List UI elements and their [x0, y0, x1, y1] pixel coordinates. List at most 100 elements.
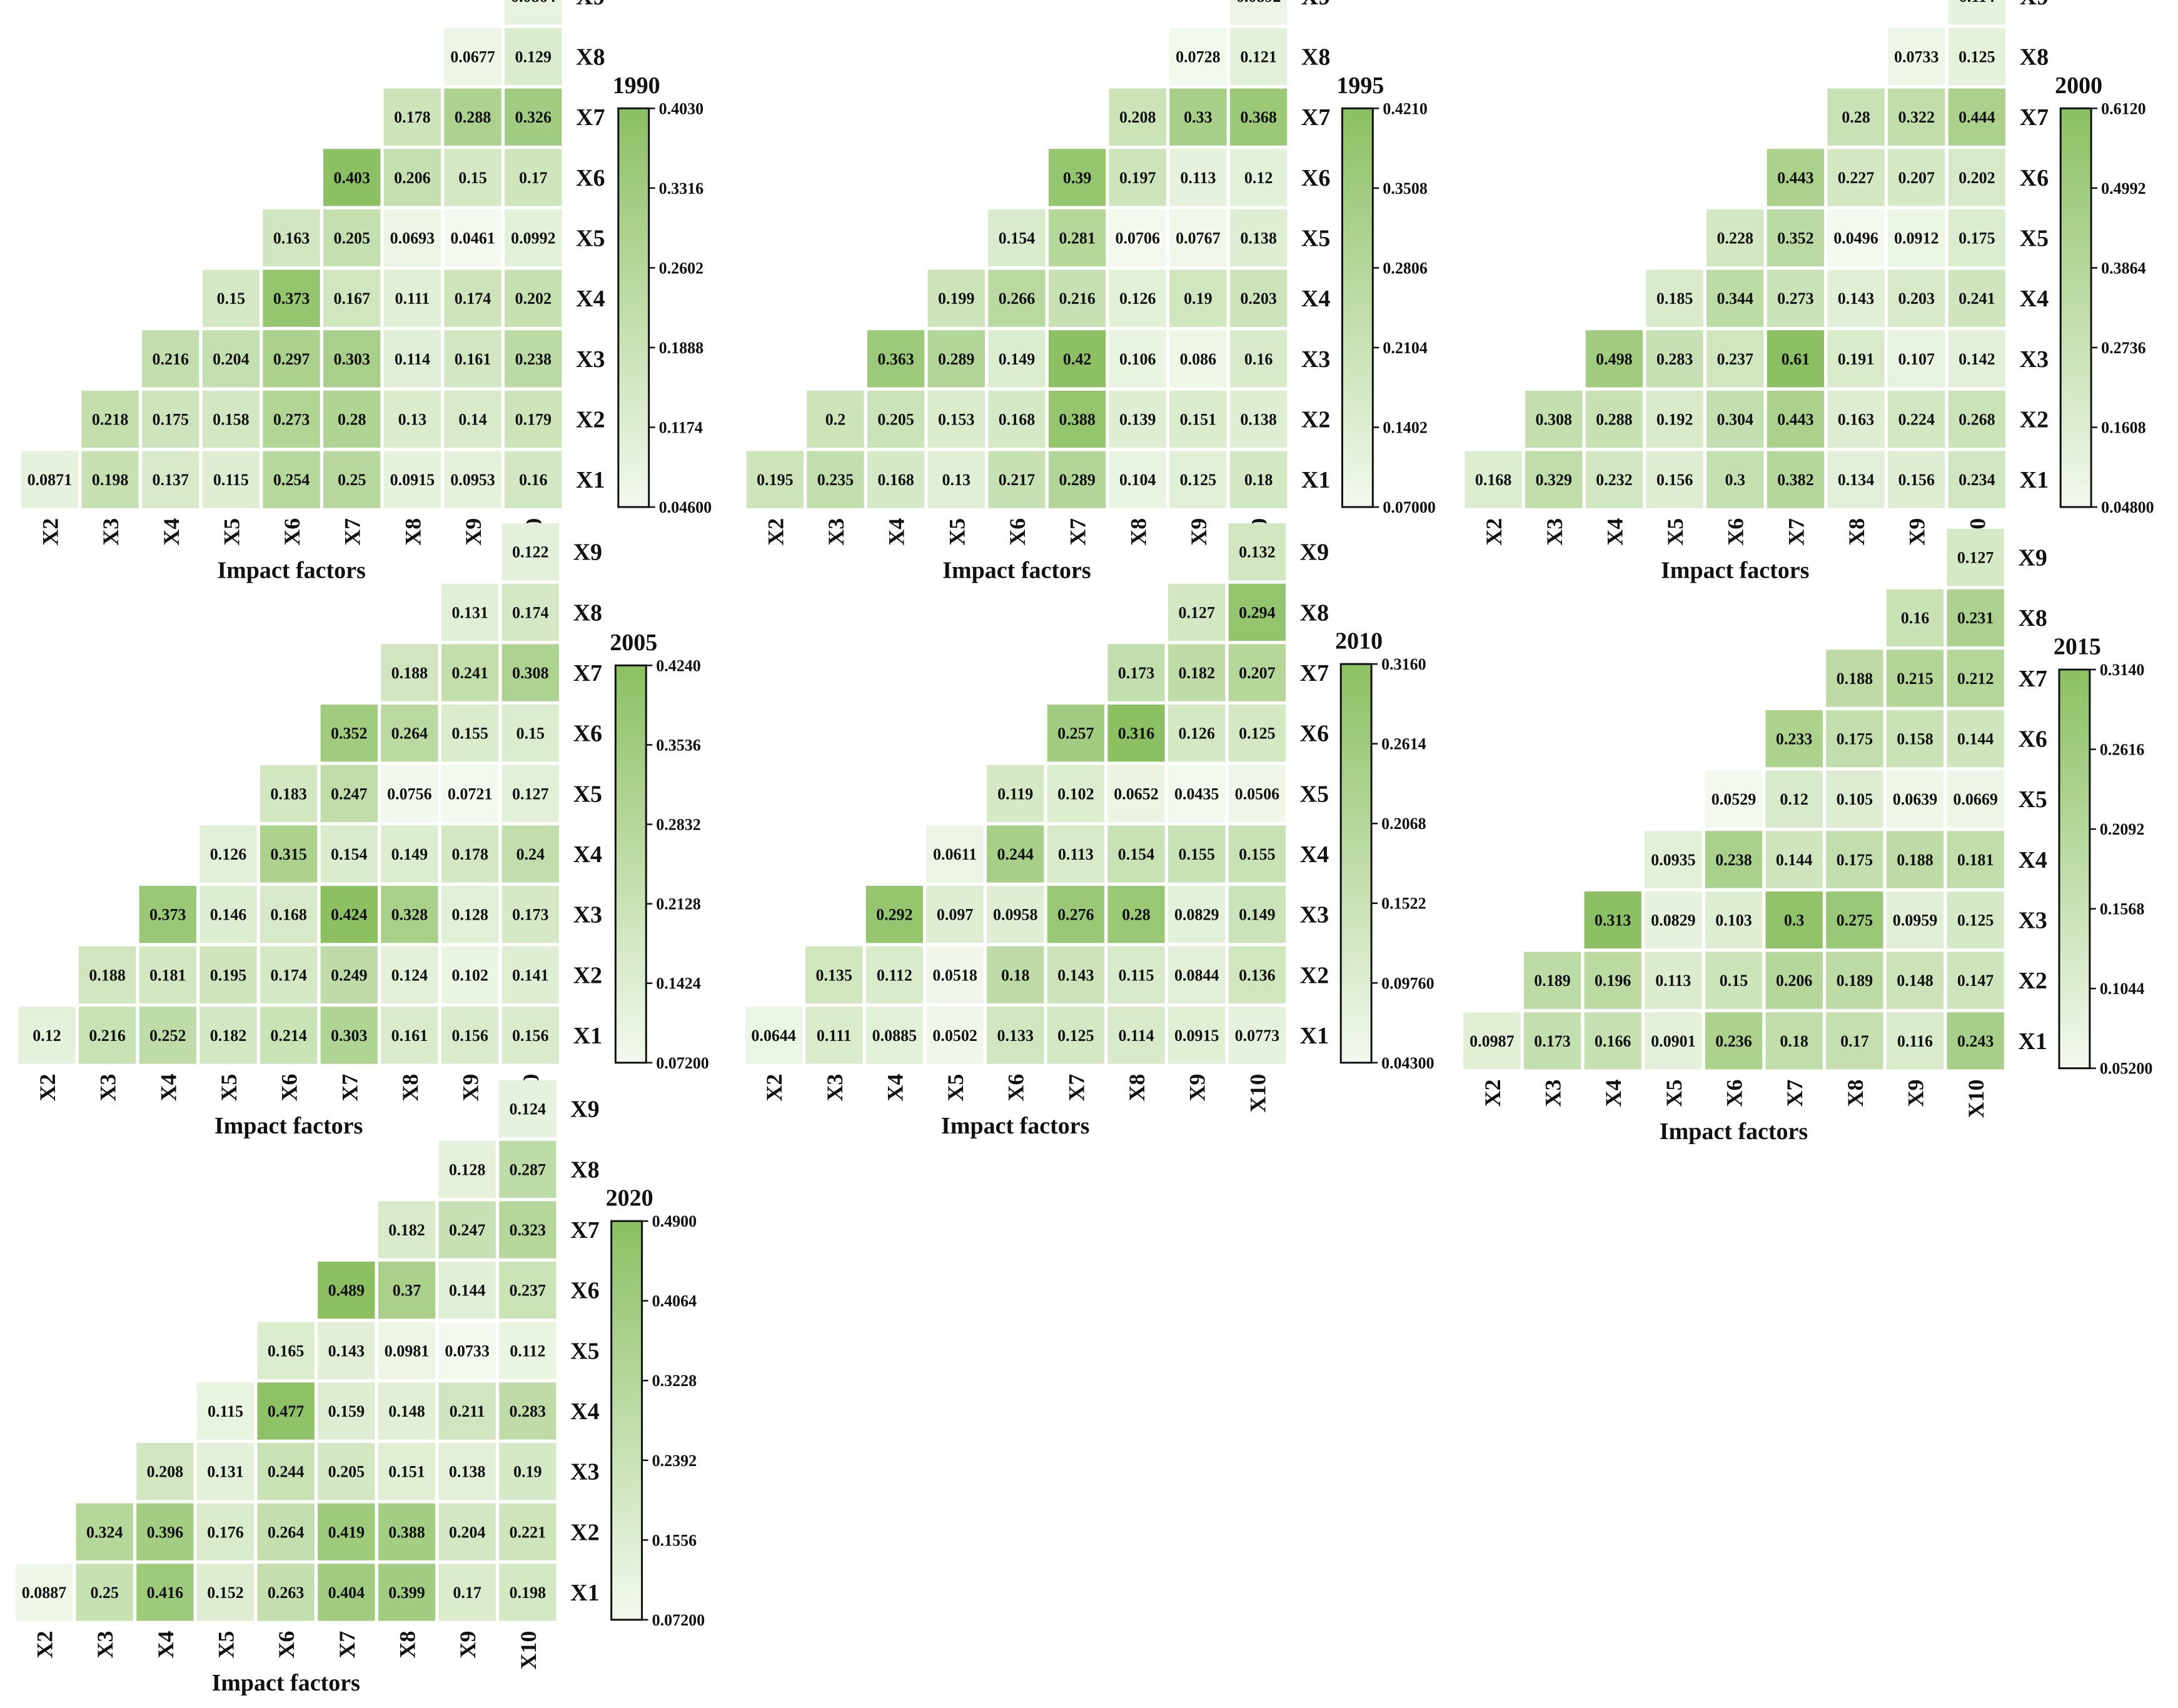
- row-label: X7: [1301, 104, 1330, 131]
- colorbar-tick-label: 0.04800: [2101, 498, 2154, 516]
- heatmap-cell: [1888, 390, 1945, 448]
- cell-value-label: 0.0677: [450, 48, 495, 66]
- column-label: X3: [824, 518, 849, 546]
- heatmap-cell: [805, 1007, 863, 1064]
- heatmap-cell: [499, 1080, 557, 1138]
- cell-value-label: 0.388: [1059, 410, 1096, 428]
- heatmap-cell: [1109, 451, 1166, 508]
- cell-value-label: 0.18: [1780, 1032, 1808, 1050]
- column-label: X6: [1005, 518, 1030, 546]
- heatmap-cell: [199, 1007, 257, 1064]
- row-label: X2: [1300, 962, 1329, 988]
- column-label: X9: [455, 1631, 480, 1659]
- cell-value-label: 0.086: [1180, 350, 1217, 368]
- column-label: X6: [1723, 518, 1748, 546]
- heatmap-cell: [1048, 330, 1106, 388]
- row-label: X7: [1300, 660, 1329, 686]
- heatmap-cell: [502, 946, 559, 1003]
- heatmap-cell: [987, 885, 1044, 943]
- cell-value-label: 0.205: [333, 229, 370, 248]
- heatmap-cell: [196, 1564, 255, 1621]
- heatmap-cell: [987, 765, 1044, 822]
- heatmap-cell: [1168, 825, 1226, 883]
- cell-value-label: 0.303: [333, 350, 370, 368]
- heatmap-cell: [378, 1564, 436, 1621]
- heatmap-cell: [926, 825, 984, 883]
- cell-value-label: 0.264: [268, 1523, 305, 1541]
- cell-value-label: 0.125: [1180, 471, 1217, 489]
- cell-value-label: 0.244: [268, 1463, 305, 1481]
- cell-value-label: 0.191: [1838, 350, 1875, 368]
- cell-value-label: 0.266: [999, 289, 1036, 308]
- heatmap-cell: [1523, 1012, 1581, 1070]
- heatmap-cell: [1948, 149, 2006, 206]
- cell-value-label: 0.116: [1897, 1032, 1933, 1050]
- row-label: X2: [576, 406, 605, 433]
- column-label: X5: [944, 518, 969, 546]
- heatmap-cell: [1888, 28, 1945, 86]
- heatmap-cell: [199, 885, 257, 943]
- cell-value-label: 0.231: [1957, 609, 1994, 627]
- cell-value-label: 0.328: [391, 906, 428, 924]
- heatmap-cell: [441, 885, 499, 943]
- row-label: X4: [576, 286, 605, 312]
- column-label: X2: [33, 1631, 58, 1659]
- heatmap-cell: [1947, 952, 2004, 1009]
- cell-value-label: 0.153: [938, 410, 975, 428]
- row-label: X9: [570, 1097, 599, 1123]
- cell-value-label: 0.33: [1184, 108, 1213, 126]
- heatmap-cell: [1229, 88, 1288, 146]
- heatmap-cell: [1827, 390, 1885, 448]
- heatmap-cell: [444, 88, 502, 146]
- cell-value-label: 0.138: [449, 1463, 486, 1481]
- heatmap-cell: [1229, 451, 1288, 508]
- column-label: X9: [1903, 1079, 1928, 1107]
- colorbar-tick-label: 0.1402: [1383, 418, 1428, 436]
- heatmap-cell: [1705, 1012, 1763, 1070]
- heatmap-cell: [1047, 885, 1105, 943]
- colorbar-tick-label: 0.09760: [1381, 974, 1434, 992]
- cell-value-label: 0.195: [210, 966, 247, 984]
- row-label: X2: [2018, 968, 2047, 994]
- cell-value-label: 0.289: [1059, 471, 1096, 489]
- cell-value-label: 0.241: [1959, 289, 1995, 308]
- heatmap-cell: [1707, 269, 1764, 327]
- heatmap-cell: [926, 885, 984, 943]
- row-label: X1: [573, 1023, 602, 1049]
- row-label: X9: [2020, 0, 2049, 10]
- cell-value-label: 0.128: [451, 906, 488, 924]
- cell-value-label: 0.419: [328, 1523, 365, 1541]
- row-label: X5: [2018, 786, 2047, 813]
- heatmap-cell: [202, 269, 260, 327]
- column-label: X6: [280, 518, 305, 546]
- cell-value-label: 0.237: [1717, 350, 1753, 368]
- column-label: X8: [1843, 1079, 1868, 1107]
- heatmap-cell: [257, 1442, 315, 1500]
- column-label: X7: [1783, 518, 1808, 546]
- cell-value-label: 0.308: [512, 664, 549, 682]
- heatmap-cell: [383, 209, 441, 267]
- row-label: X4: [573, 841, 602, 868]
- cell-value-label: 0.0864: [511, 0, 556, 6]
- heatmap-cell: [1827, 149, 1885, 206]
- row-label: X8: [570, 1157, 599, 1183]
- heatmap-cell: [746, 451, 804, 508]
- cell-value-label: 0.143: [328, 1342, 365, 1360]
- heatmap-cell: [1047, 1007, 1105, 1064]
- row-label: X1: [570, 1580, 599, 1606]
- cell-value-label: 0.0461: [450, 229, 495, 248]
- cell-value-label: 0.106: [1119, 350, 1156, 368]
- heatmap-cell: [1229, 330, 1288, 388]
- cell-value-label: 0.188: [391, 664, 428, 682]
- cell-value-label: 0.198: [92, 471, 129, 489]
- cell-value-label: 0.264: [391, 725, 428, 743]
- heatmap-cell: [76, 1503, 133, 1560]
- colorbar-tick-label: 0.4210: [1383, 99, 1428, 118]
- heatmap-cell: [1169, 28, 1227, 86]
- heatmap-cell: [1705, 952, 1763, 1009]
- cell-value-label: 0.0767: [1176, 229, 1221, 248]
- colorbar-tick-label: 0.2128: [656, 895, 701, 913]
- colorbar-tick-label: 0.2092: [2100, 820, 2145, 838]
- heatmap-cell: [381, 825, 438, 883]
- cell-value-label: 0.208: [1119, 108, 1156, 126]
